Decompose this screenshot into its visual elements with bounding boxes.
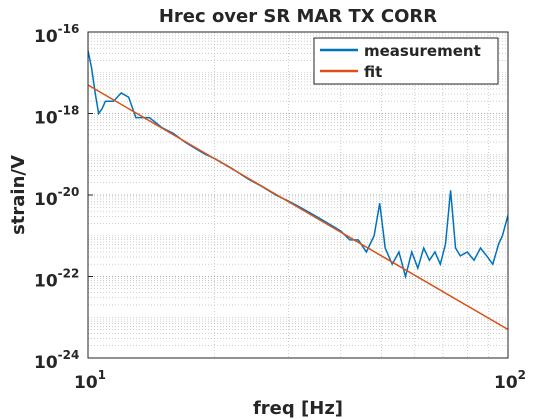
legend-box — [313, 37, 499, 85]
y-axis-label: strain/V — [8, 155, 29, 235]
y-tick-exponent: -24 — [58, 348, 80, 362]
legend-label: fit — [364, 63, 382, 81]
x-tick-exponent: 2 — [518, 368, 526, 382]
y-tick-label: 10-20 — [34, 185, 79, 210]
x-axis-label: freq [Hz] — [253, 398, 343, 419]
plot-frame — [87, 31, 509, 359]
y-tick-label: 10-18 — [34, 104, 79, 129]
x-tick-base: 10 — [494, 373, 518, 393]
x-tick-label: 102 — [494, 368, 526, 393]
y-tick-exponent: -20 — [58, 185, 80, 199]
y-tick-exponent: -22 — [58, 267, 80, 281]
y-tick-label: 10-22 — [34, 267, 79, 292]
y-tick-exponent: -18 — [58, 104, 80, 118]
x-tick-exponent: 1 — [98, 368, 106, 382]
y-tick-base: 10 — [34, 353, 58, 373]
y-tick-base: 10 — [34, 109, 58, 129]
series-line — [88, 84, 508, 331]
y-tick-base: 10 — [34, 272, 58, 292]
legend-label: measurement — [364, 42, 481, 60]
y-tick-base: 10 — [34, 27, 58, 47]
y-tick-exponent: -16 — [58, 22, 80, 36]
x-tick-base: 10 — [74, 373, 98, 393]
y-tick-label: 10-16 — [34, 22, 79, 47]
x-tick-label: 101 — [74, 368, 106, 393]
y-tick-base: 10 — [34, 190, 58, 210]
chart-title: Hrec over SR MAR TX CORR — [159, 6, 437, 27]
y-tick-label: 10-24 — [34, 348, 79, 373]
